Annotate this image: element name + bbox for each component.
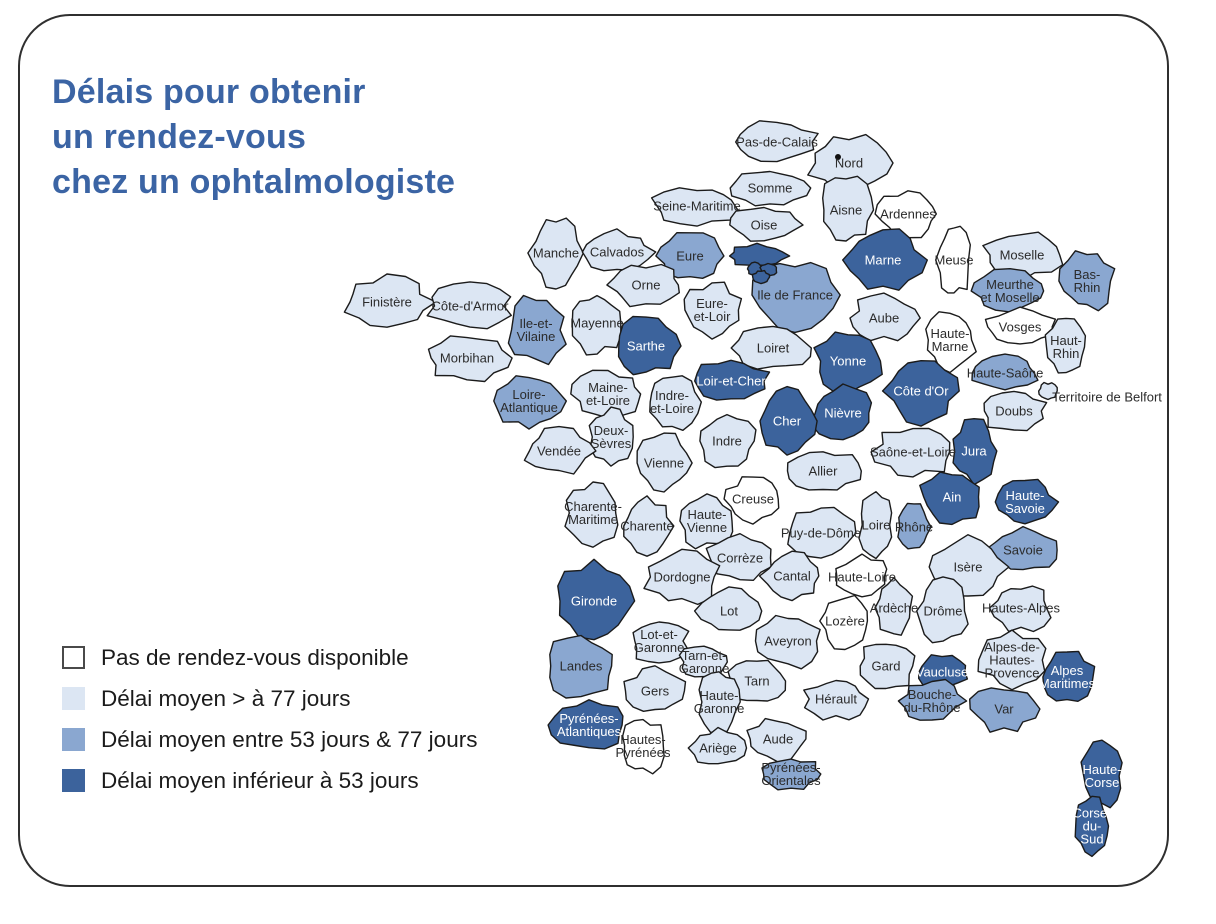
legend-swatch-between (62, 728, 85, 751)
legend-label: Pas de rendez-vous disponible (101, 644, 409, 670)
legend: Pas de rendez-vous disponible Délai moye… (62, 644, 478, 810)
legend-swatch-none (62, 646, 85, 669)
legend-item-none: Pas de rendez-vous disponible (62, 644, 477, 670)
legend-label: Délai moyen entre 53 jours & 77 jours (101, 726, 478, 752)
legend-item-between: Délai moyen entre 53 jours & 77 jours (62, 726, 478, 752)
legend-label: Délai moyen > à 77 jours (101, 685, 351, 711)
title-line-3: chez un ophtalmologiste (52, 162, 456, 201)
title-line-1: Délais pour obtenir (52, 73, 366, 111)
legend-swatch-lt53 (62, 769, 85, 792)
legend-label: Délai moyen inférieur à 53 jours (101, 767, 419, 793)
page-title: Délais pour obtenir un rendez-vous chez … (52, 70, 455, 205)
legend-item-gt77: Délai moyen > à 77 jours (62, 685, 477, 711)
legend-item-lt53: Délai moyen inférieur à 53 jours (62, 767, 477, 793)
title-line-2: un rendez-vous (52, 117, 307, 156)
legend-swatch-gt77 (62, 687, 85, 710)
